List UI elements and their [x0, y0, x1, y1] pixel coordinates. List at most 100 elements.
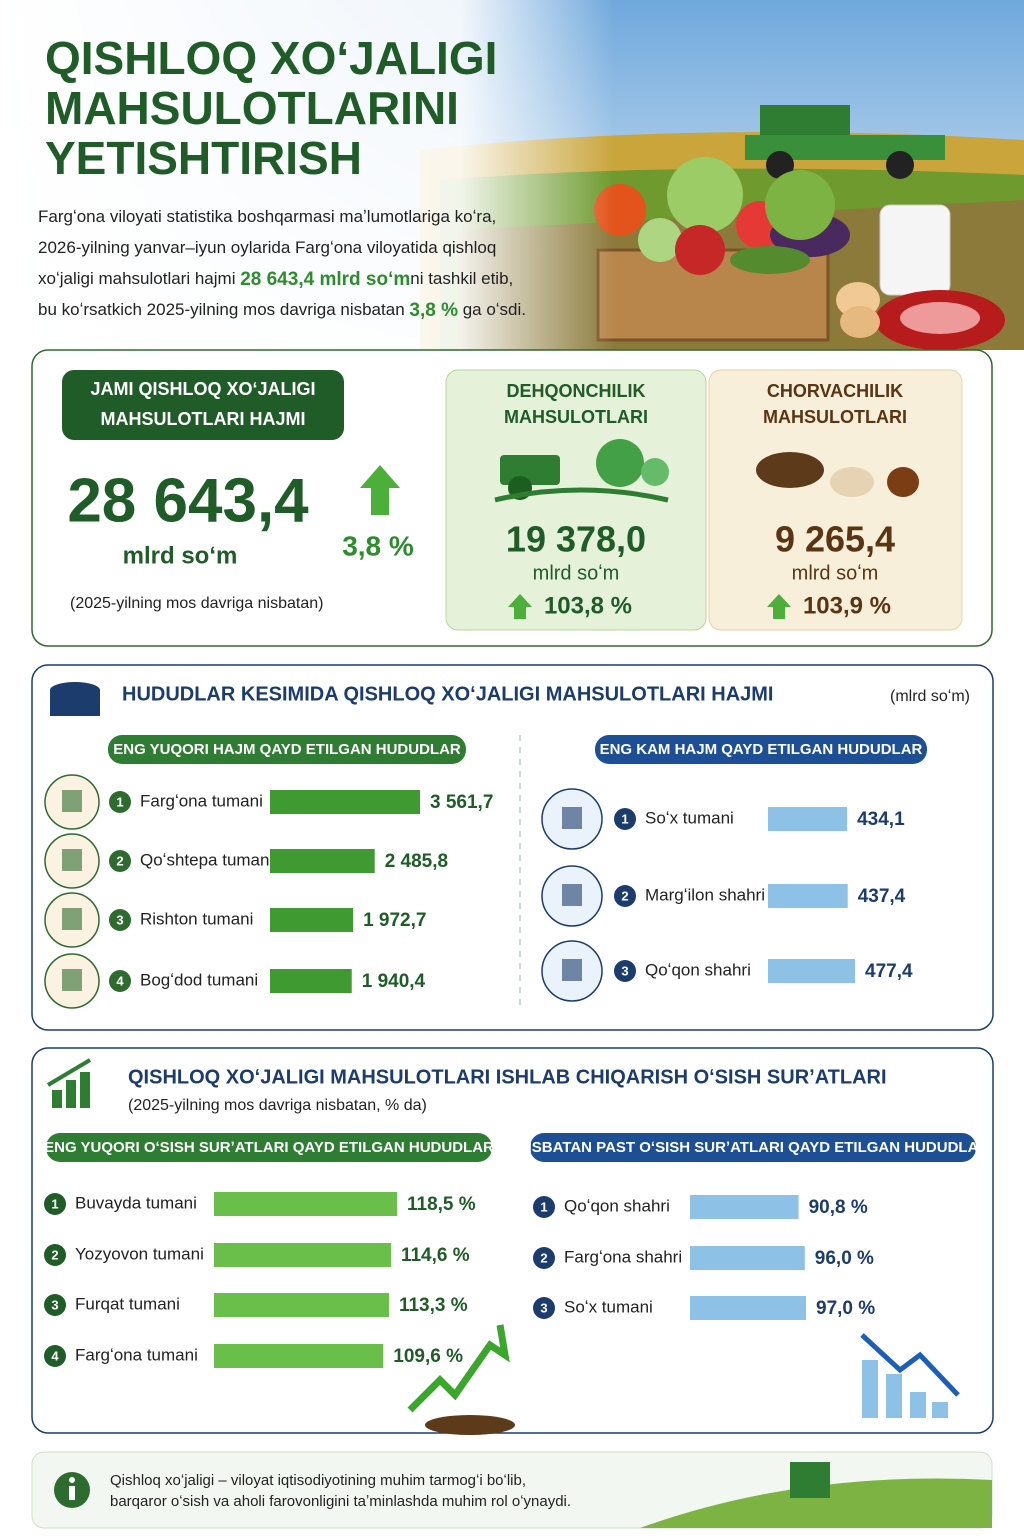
bar — [768, 884, 848, 908]
down-bar-deco — [932, 1402, 948, 1418]
value-label: 109,6 % — [393, 1346, 463, 1367]
region-icon-shape — [562, 959, 582, 981]
list-title: ENG YUQORI HAJM QAYD ETILGAN HUDUDLAR — [113, 741, 461, 758]
rank-number: 1 — [540, 1199, 547, 1214]
value-label: 2 485,8 — [385, 851, 448, 872]
hen-icon — [887, 467, 919, 497]
intro-text: bu koʻrsatkich 2025-yilning mos davriga … — [38, 300, 409, 319]
list-pill — [595, 735, 927, 764]
bar — [768, 959, 855, 983]
intro-text: 2026-yilning yanvar–iyun oylarida Fargʻo… — [38, 238, 496, 257]
value-label: 437,4 — [858, 886, 906, 907]
bar — [214, 1344, 384, 1368]
section-unit: (mlrd soʻm) — [890, 688, 970, 705]
sector-value: 9 265,4 — [775, 519, 895, 560]
rank-number: 2 — [51, 1247, 58, 1262]
sector-growth: 103,8 % — [544, 592, 632, 619]
rank-badge — [44, 1244, 66, 1266]
region-icon-shape — [562, 884, 582, 906]
rank-badge — [44, 1345, 66, 1367]
soil-deco — [425, 1415, 515, 1435]
rank-number: 4 — [116, 973, 124, 988]
footer-text: Qishloq xoʻjaligi – viloyat iqtisodiyoti… — [110, 1472, 526, 1489]
growth-arrow — [767, 594, 791, 619]
list-pill — [108, 735, 466, 764]
footer-text: barqaror oʻsish va aholi farovonligini t… — [110, 1493, 571, 1510]
bar — [214, 1243, 391, 1267]
region-name: Qoʻqon shahri — [645, 960, 751, 979]
value-label: 114,6 % — [401, 1245, 470, 1266]
intro-line: bu koʻrsatkich 2025-yilning mos davriga … — [38, 300, 526, 321]
rank-number: 3 — [540, 1300, 547, 1315]
region-icon-shape — [62, 969, 82, 991]
rank-badge — [614, 960, 636, 982]
sector-value: 19 378,0 — [506, 519, 646, 560]
value-label: 1 972,7 — [363, 910, 426, 931]
intro-highlight: 28 643,4 mlrd soʻm — [240, 269, 410, 290]
rank-number: 3 — [51, 1297, 58, 1312]
value-label: 97,0 % — [816, 1298, 875, 1319]
bar — [768, 807, 848, 831]
region-icon-shape — [62, 790, 82, 812]
value-label: 1 940,4 — [362, 971, 426, 992]
rank-number: 3 — [621, 963, 628, 978]
down-arrow-deco — [860, 1333, 960, 1397]
region-name: Fargʻona shahri — [564, 1247, 682, 1266]
down-bar-deco — [862, 1360, 878, 1418]
summary-unit: mlrd soʻm — [123, 542, 238, 569]
region-name: Bogʻdod tumani — [140, 970, 258, 989]
region-name: Yozyovon tumani — [75, 1244, 204, 1263]
rank-number: 2 — [116, 853, 123, 868]
section-title: HUDUDLAR KESIMIDA QISHLOQ XOʻJALIGI MAHS… — [122, 683, 773, 705]
value-label: 113,3 % — [399, 1295, 468, 1316]
list-title: ENG KAM HAJM QAYD ETILGAN HUDUDLAR — [600, 741, 923, 758]
rank-number: 2 — [540, 1250, 547, 1265]
rank-badge — [109, 970, 131, 992]
rank-badge — [533, 1196, 555, 1218]
rank-badge — [533, 1247, 555, 1269]
summary-note: (2025-yilning mos davriga nisbatan) — [70, 595, 323, 612]
rank-badge — [614, 885, 636, 907]
growth-arrow — [508, 594, 532, 619]
chart-icon — [46, 1058, 92, 1108]
list-title: ENG YUQORI OʻSISH SURʼATLARI QAYD ETILGA… — [44, 1139, 494, 1156]
bar — [270, 790, 420, 814]
summary-growth: 3,8 % — [342, 530, 414, 561]
region-icon-shape — [62, 908, 82, 930]
value-label: 90,8 % — [809, 1197, 868, 1218]
rank-number: 1 — [116, 794, 123, 809]
coins-icon — [50, 682, 100, 716]
sector-title: CHORVACHILIK — [767, 381, 903, 401]
region-name: Fargʻona tumani — [140, 791, 263, 810]
cow-icon — [756, 452, 824, 488]
title-line: MAHSULOTLARINI — [45, 82, 459, 134]
rank-badge — [109, 850, 131, 872]
intro-text: ni tashkil etib, — [410, 269, 513, 288]
field-icon — [494, 487, 669, 503]
intro-text: Fargʻona viloyati statistika boshqarmasi… — [38, 207, 496, 226]
sector-unit: mlrd soʻm — [792, 562, 879, 584]
list-title: NISBATAN PAST OʻSISH SURʼATLARI QAYD ETI… — [517, 1139, 990, 1156]
tree-icon — [641, 458, 669, 486]
title-line: YETISHTIRISH — [45, 132, 362, 184]
rank-badge — [44, 1193, 66, 1215]
value-label: 118,5 % — [407, 1194, 476, 1215]
rank-number: 1 — [621, 811, 628, 826]
down-bar-deco — [910, 1392, 926, 1418]
sector-title: MAHSULOTLARI — [504, 407, 648, 427]
rank-number: 2 — [621, 888, 628, 903]
bar — [690, 1195, 799, 1219]
value-label: 96,0 % — [815, 1248, 874, 1269]
intro-highlight: 3,8 % — [409, 300, 458, 321]
intro-line: 2026-yilning yanvar–iyun oylarida Fargʻo… — [38, 238, 496, 257]
info-glyph — [69, 1486, 75, 1500]
bar — [690, 1246, 805, 1270]
rank-badge — [614, 808, 636, 830]
value-label: 3 561,7 — [430, 792, 493, 813]
up-arrow-deco — [407, 1324, 510, 1413]
title-line: QISHLOQ XOʻJALIGI — [45, 32, 497, 84]
region-name: Soʻx tumani — [564, 1297, 653, 1316]
summary-value: 28 643,4 — [67, 466, 309, 535]
